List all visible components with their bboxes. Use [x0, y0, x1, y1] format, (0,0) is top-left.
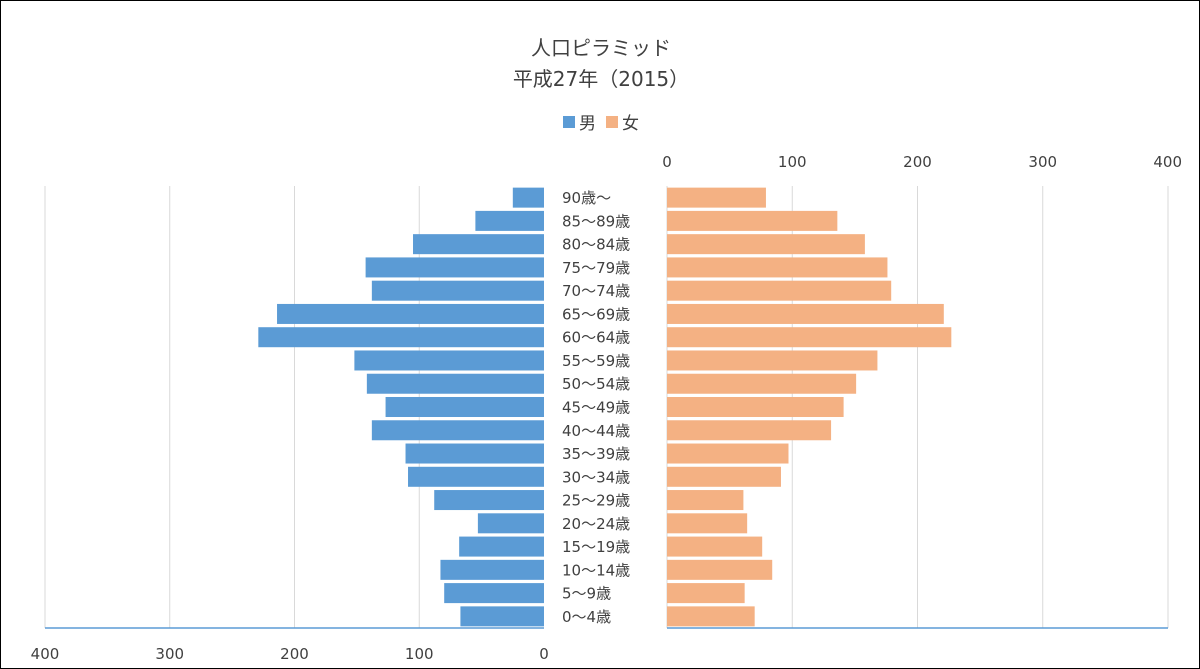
- legend-item-male: 男: [563, 109, 596, 134]
- bar-male: [354, 350, 544, 371]
- bar-female: [667, 396, 844, 418]
- bar-male: [405, 443, 544, 464]
- bar-female: [667, 327, 952, 348]
- category-label: 30～34歳: [562, 468, 630, 486]
- bar-female: [667, 536, 763, 557]
- left-axis-tick-label: 200: [280, 645, 309, 663]
- legend-label-male: 男: [579, 114, 596, 134]
- legend-swatch-female: [606, 115, 618, 128]
- category-label: 70～74歳: [562, 282, 630, 300]
- left-axis-tick-label: 400: [31, 645, 60, 663]
- bar-male: [444, 583, 544, 604]
- bar-male: [385, 396, 544, 418]
- category-label: 10～14歳: [562, 561, 630, 579]
- bar-male: [371, 280, 544, 301]
- bar-male: [460, 606, 544, 627]
- category-label: 45～49歳: [562, 399, 630, 417]
- category-label: 90歳～: [562, 189, 611, 207]
- legend-item-female: 女: [606, 109, 639, 134]
- category-label: 65～69歳: [562, 305, 630, 323]
- bar-male: [512, 187, 544, 208]
- bar-male: [434, 490, 544, 511]
- chart-subtitle: 平成27年（2015）: [512, 67, 690, 91]
- bar-male: [440, 559, 544, 580]
- category-label: 50～54歳: [562, 375, 630, 393]
- bar-male: [408, 466, 544, 487]
- bar-female: [667, 443, 789, 464]
- category-label: 25～29歳: [562, 492, 630, 510]
- bar-female: [667, 420, 832, 441]
- category-label: 15～19歳: [562, 538, 630, 556]
- chart-title: 人口ピラミッド: [531, 36, 671, 60]
- bar-male: [277, 303, 544, 324]
- bar-female: [667, 583, 745, 604]
- bar-female: [667, 350, 878, 371]
- bar-male: [413, 234, 544, 255]
- right-axis-tick-label: 200: [903, 153, 932, 171]
- bar-male: [477, 513, 544, 534]
- category-label: 35～39歳: [562, 445, 630, 463]
- left-axis-tick-label: 0: [539, 645, 549, 663]
- category-label: 0～4歳: [562, 608, 611, 626]
- right-axis-tick-label: 400: [1153, 153, 1182, 171]
- category-label: 60～64歳: [562, 329, 630, 347]
- legend-swatch-male: [563, 115, 575, 128]
- bar-female: [667, 280, 892, 301]
- bar-male: [371, 420, 544, 441]
- bar-male: [459, 536, 544, 557]
- bar-male: [258, 327, 544, 348]
- bar-female: [667, 559, 773, 580]
- bar-female: [667, 466, 781, 487]
- right-axis-tick-label: 100: [778, 153, 807, 171]
- bar-female: [667, 303, 944, 324]
- bar-female: [667, 210, 838, 231]
- bar-male: [365, 257, 544, 278]
- left-axis-tick-label: 300: [155, 645, 184, 663]
- left-axis-tick-label: 100: [405, 645, 434, 663]
- bar-female: [667, 606, 755, 627]
- category-label: 75～79歳: [562, 259, 630, 277]
- legend-label-female: 女: [622, 114, 639, 134]
- category-label: 80～84歳: [562, 236, 630, 254]
- chart-legend: 男 女: [1, 109, 1200, 134]
- bar-male: [366, 373, 544, 394]
- bar-female: [667, 373, 857, 394]
- category-label: 20～24歳: [562, 515, 630, 533]
- category-label: 40～44歳: [562, 422, 630, 440]
- category-label: 85～89歳: [562, 212, 630, 230]
- category-label: 5～9歳: [562, 585, 611, 603]
- bar-female: [667, 234, 865, 255]
- bar-female: [667, 187, 766, 208]
- right-axis-tick-label: 0: [662, 153, 672, 171]
- bar-female: [667, 513, 748, 534]
- bar-male: [475, 210, 544, 231]
- category-label: 55～59歳: [562, 352, 630, 370]
- right-axis-tick-label: 300: [1028, 153, 1057, 171]
- bar-female: [667, 257, 888, 278]
- bar-female: [667, 490, 744, 511]
